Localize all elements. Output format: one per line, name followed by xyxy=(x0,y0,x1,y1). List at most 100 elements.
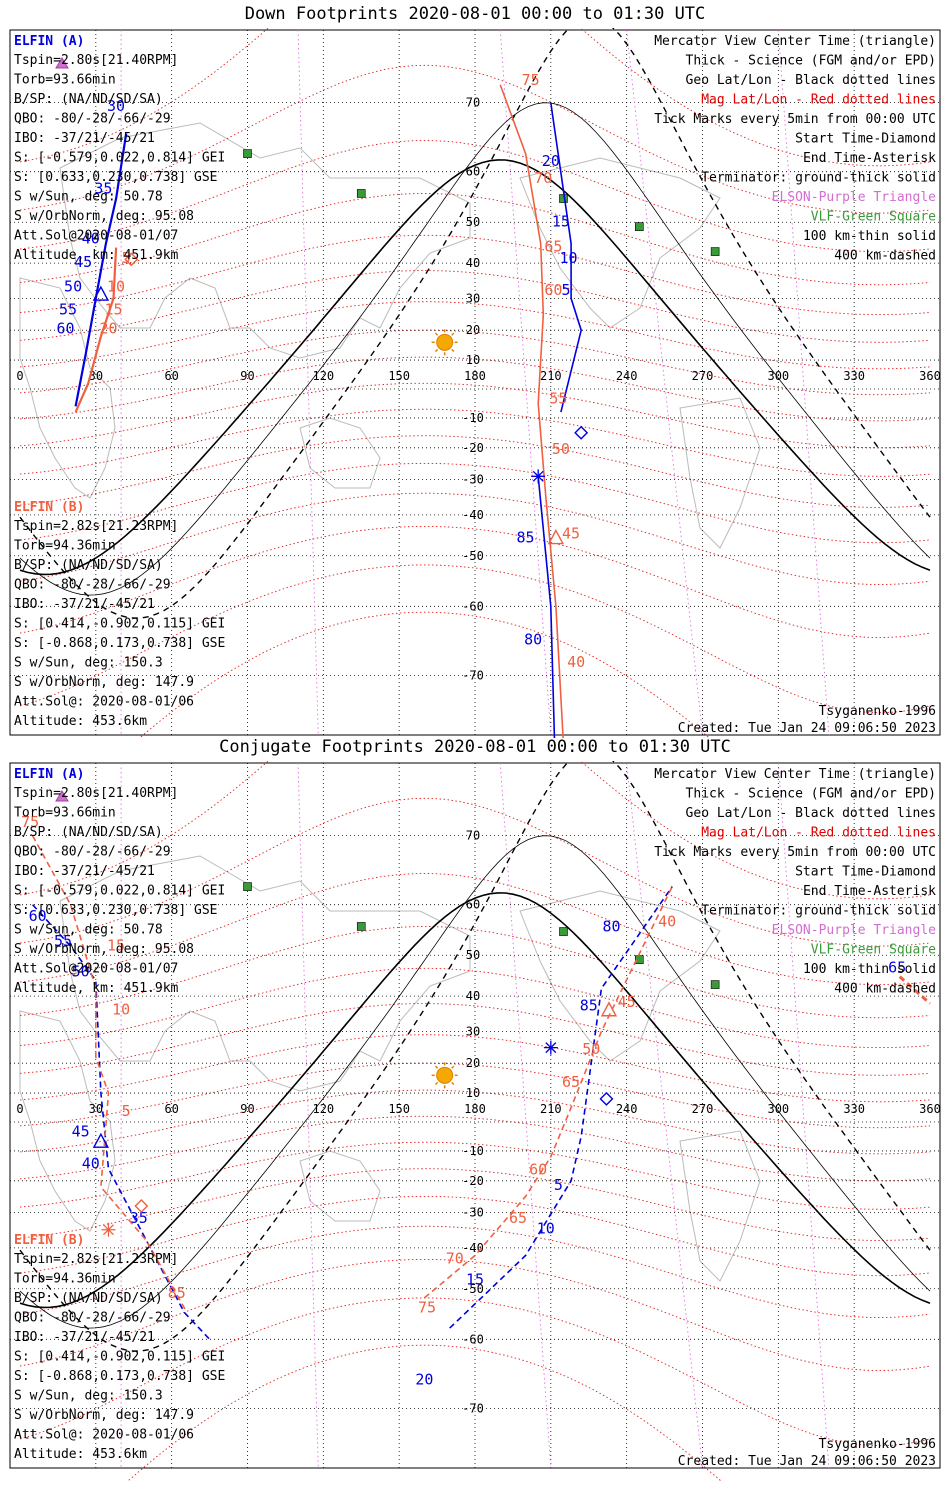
mag-lat-line xyxy=(19,301,931,370)
y-tick-label: 30 xyxy=(466,291,480,305)
x-tick-label: 330 xyxy=(843,1102,865,1116)
elfin-b-info-line: Altitude: 453.6km xyxy=(14,714,147,729)
elfin-b-tick-label: 15 xyxy=(104,301,122,319)
coastline-4 xyxy=(679,397,761,549)
mag-lon-line xyxy=(499,762,552,1469)
elfin-a-info-line: Torb=93.66min xyxy=(14,806,116,821)
elfin-a-info-line: B/SP: (NA/ND/SD/SA) xyxy=(14,825,163,840)
x-tick-label: 240 xyxy=(616,1102,638,1116)
mag-lat-line xyxy=(19,356,931,422)
elfin-a-info-line: Tspin=2.80s[21.40RPM] xyxy=(14,53,178,68)
mag-lat-line xyxy=(19,382,931,449)
elfin-b-info-line: Tspin=2.82s[21.23RPM] xyxy=(14,519,178,534)
vlf-station-square xyxy=(559,927,568,936)
y-tick-label: -50 xyxy=(462,549,484,563)
mag-lon-line xyxy=(626,762,703,1469)
legend-entry: 400 km-dashed xyxy=(834,249,936,264)
elfin-a-track-west xyxy=(74,133,128,407)
elfin-b-info-line: IBO: -37/21/-45/21 xyxy=(14,597,155,612)
elfin-b-tick-label: 70 xyxy=(534,169,552,187)
coastline-3 xyxy=(519,890,721,1062)
elfin-b-tick-label: 65 xyxy=(509,1209,527,1227)
y-tick-label: -10 xyxy=(462,411,484,425)
mag-lon-line xyxy=(626,29,703,736)
sun-ray-icon xyxy=(434,1081,439,1086)
y-tick-label: -40 xyxy=(462,508,484,522)
mag-lon-line xyxy=(297,762,319,1469)
model-label: Tsyganenko-1996 xyxy=(819,1437,936,1452)
elfin-b-track-east xyxy=(423,886,673,1299)
vlf-station-square xyxy=(356,922,366,931)
elfin-a-tick-label: 80 xyxy=(602,918,620,936)
elfin-b-info-line: S w/Sun, deg: 150.3 xyxy=(14,656,163,671)
terminator-curve xyxy=(19,892,931,1309)
elfin-a-tick-label: 50 xyxy=(72,963,90,981)
elfin-a-info-line: S w/Sun, deg: 50.78 xyxy=(14,190,163,205)
elfin-a-tick-label: 45 xyxy=(72,1122,90,1140)
vlf-station-square xyxy=(243,882,252,891)
elfin-b-tick-label: 75 xyxy=(522,71,540,89)
mag-lat-line xyxy=(19,408,931,477)
elson-triangle-icon xyxy=(55,790,69,802)
x-tick-label: 180 xyxy=(464,369,486,383)
elfin-a-tick-label: 20 xyxy=(415,1371,433,1389)
mag-lat-line xyxy=(19,797,931,947)
elfin-a-track-west xyxy=(32,904,211,1340)
elfin-b-tick-label: 75 xyxy=(418,1298,436,1316)
elfin-b-track-west xyxy=(31,835,188,1313)
sun-icon xyxy=(436,333,454,351)
elfin-b-start-diamond-icon xyxy=(124,252,139,267)
elfin-a-tick-label: 40 xyxy=(82,1155,100,1173)
vlf-station-square xyxy=(710,247,720,256)
legend-entry: Mag Lat/Lon - Red dotted lines xyxy=(701,826,936,841)
elfin-a-tick-label: 15 xyxy=(466,1270,484,1288)
y-tick-label: -20 xyxy=(462,441,484,455)
elfin-b-info-line: S: [-0.868,0.173,0.738] GSE xyxy=(14,1369,225,1384)
mag-lat-line xyxy=(19,873,931,986)
mag-lat-line xyxy=(19,1062,931,1129)
sun-ray-icon xyxy=(451,1081,455,1086)
x-tick-label: 120 xyxy=(312,369,334,383)
elfin-b-track-east xyxy=(499,84,564,738)
elfin-a-info-line: S: [-0.579,0.022,0.814] GEI xyxy=(14,884,225,899)
elfin-a-info-line: Altitude, km: 451.9km xyxy=(14,981,179,996)
elfin-b-info-line: S: [0.414,-0.902,0.115] GEI xyxy=(14,1350,225,1365)
legend-entry: Start Time-Diamond xyxy=(795,865,936,880)
elfin-a-info-line: B/SP: (NA/ND/SD/SA) xyxy=(14,92,163,107)
elfin-a-tick-label: 85 xyxy=(517,529,535,547)
vlf-station-square xyxy=(243,149,252,158)
elfin-a-tick-label: 30 xyxy=(107,97,125,115)
elfin-a-end-asterisk-icon xyxy=(543,1040,558,1055)
legend-entry: 400 km-dashed xyxy=(834,982,936,997)
y-tick-label: -30 xyxy=(462,1206,484,1220)
elfin-b-view-triangle-icon xyxy=(547,529,565,545)
mag-lat-line xyxy=(19,329,931,396)
elfin-a-info-line: IBO: -37/21/-45/21 xyxy=(14,131,155,146)
elfin-b-info-line: Att.Sol@: 2020-08-01/06 xyxy=(14,1428,194,1443)
mag-lat-line xyxy=(19,140,931,253)
x-tick-label: 360 xyxy=(919,1102,941,1116)
x-tick-label: 210 xyxy=(540,1102,562,1116)
y-tick-label: 10 xyxy=(466,1086,480,1100)
y-tick-label: -30 xyxy=(462,473,484,487)
mag-lat-line xyxy=(19,1089,931,1155)
legend-entry: Mercator View Center Time (triangle) xyxy=(654,34,936,49)
x-tick-label: 30 xyxy=(89,1102,103,1116)
elfin-b-view-triangle-icon xyxy=(600,1001,618,1017)
elfin-b-info-line: S w/OrbNorm, deg: 147.9 xyxy=(14,1408,194,1423)
legend-entry: Mag Lat/Lon - Red dotted lines xyxy=(701,93,936,108)
x-tick-label: 0 xyxy=(16,369,23,383)
x-tick-label: 150 xyxy=(388,1102,410,1116)
terminator-100km-curve xyxy=(19,835,931,1329)
x-tick-label: 210 xyxy=(540,369,562,383)
elfin-a-info-line: Att.Sol@2020-08-01/07 xyxy=(14,229,178,244)
elfin-a-info-line: S: [0.633,0.230,0.738] GSE xyxy=(14,170,218,185)
mag-lat-line xyxy=(19,1034,931,1103)
x-tick-label: 120 xyxy=(312,1102,334,1116)
elfin-b-end-asterisk-icon xyxy=(101,1222,116,1237)
mag-lat-line xyxy=(19,1141,931,1210)
elfin-a-track-east xyxy=(550,102,583,413)
elfin-b-tick-label: 50 xyxy=(582,1040,600,1058)
x-tick-label: 150 xyxy=(388,369,410,383)
legend-entry: Thick - Science (FGM and/or EPD) xyxy=(686,54,936,69)
